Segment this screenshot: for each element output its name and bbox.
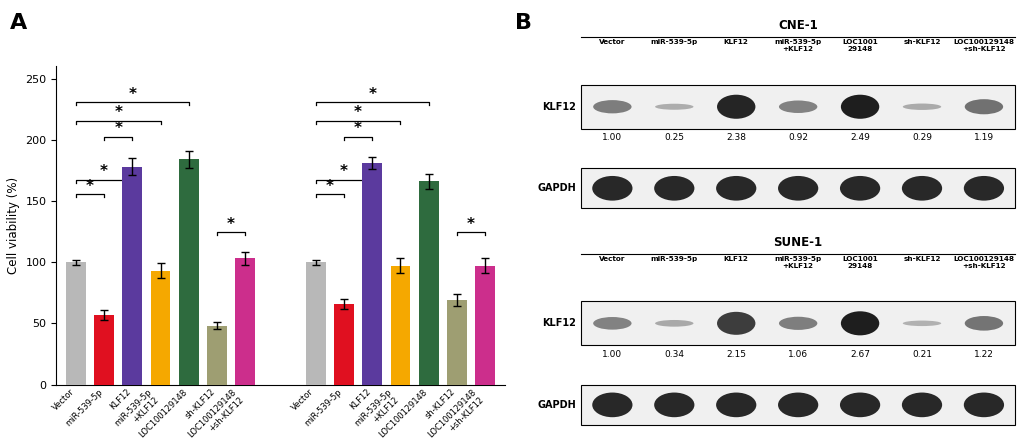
Text: *: * xyxy=(368,87,376,102)
Text: *: * xyxy=(114,105,122,120)
Ellipse shape xyxy=(593,317,631,330)
Bar xyxy=(581,85,1014,129)
Ellipse shape xyxy=(839,176,879,201)
Bar xyxy=(66,262,86,385)
Bar xyxy=(362,163,382,385)
Bar xyxy=(235,259,255,385)
Ellipse shape xyxy=(777,176,817,201)
Text: sh-KLF12: sh-KLF12 xyxy=(903,39,940,45)
Text: 1.00: 1.00 xyxy=(601,350,622,358)
Text: miR-539-5p
+KLF12: miR-539-5p +KLF12 xyxy=(773,255,821,269)
Text: 0.34: 0.34 xyxy=(663,350,684,358)
Bar xyxy=(475,266,494,385)
Text: KLF12: KLF12 xyxy=(542,102,576,112)
Text: *: * xyxy=(227,217,234,232)
Text: 1.00: 1.00 xyxy=(601,133,622,142)
Ellipse shape xyxy=(593,100,631,114)
Ellipse shape xyxy=(779,317,816,330)
Ellipse shape xyxy=(840,311,878,335)
Bar xyxy=(581,385,1014,425)
Text: 2.38: 2.38 xyxy=(726,133,746,142)
Bar xyxy=(151,271,170,385)
Text: KLF12: KLF12 xyxy=(723,39,748,45)
Text: KLF12: KLF12 xyxy=(542,318,576,328)
Text: LOC100129148
+sh-KLF12: LOC100129148 +sh-KLF12 xyxy=(953,39,1014,52)
Ellipse shape xyxy=(839,392,879,417)
Ellipse shape xyxy=(964,316,1002,331)
Text: *: * xyxy=(467,217,475,232)
Text: 2.15: 2.15 xyxy=(726,350,746,358)
Bar xyxy=(178,159,199,385)
Y-axis label: Cell viability (%): Cell viability (%) xyxy=(7,177,19,274)
Ellipse shape xyxy=(716,312,755,335)
Text: *: * xyxy=(326,179,333,194)
Text: *: * xyxy=(339,164,347,179)
Ellipse shape xyxy=(963,176,1003,201)
Ellipse shape xyxy=(592,392,632,417)
Text: miR-539-5p: miR-539-5p xyxy=(650,39,697,45)
Text: LOC1001
29148: LOC1001 29148 xyxy=(842,39,877,52)
Ellipse shape xyxy=(964,99,1002,114)
Ellipse shape xyxy=(902,320,941,326)
Ellipse shape xyxy=(654,320,693,327)
Text: *: * xyxy=(100,164,108,179)
Ellipse shape xyxy=(653,176,694,201)
Bar xyxy=(446,300,467,385)
Text: B: B xyxy=(515,13,532,33)
Ellipse shape xyxy=(902,103,941,110)
Bar xyxy=(581,301,1014,345)
Ellipse shape xyxy=(779,100,816,113)
Text: 1.22: 1.22 xyxy=(973,350,993,358)
Ellipse shape xyxy=(901,392,942,417)
Bar xyxy=(306,262,325,385)
Ellipse shape xyxy=(840,95,878,119)
Ellipse shape xyxy=(715,392,756,417)
Ellipse shape xyxy=(716,95,755,119)
Bar xyxy=(94,315,114,385)
Text: LOC100129148
+sh-KLF12: LOC100129148 +sh-KLF12 xyxy=(953,255,1014,269)
Text: 0.92: 0.92 xyxy=(788,133,807,142)
Text: *: * xyxy=(86,179,94,194)
Text: *: * xyxy=(128,87,137,102)
Text: 1.06: 1.06 xyxy=(788,350,807,358)
Ellipse shape xyxy=(592,176,632,201)
Bar xyxy=(334,304,354,385)
Text: GAPDH: GAPDH xyxy=(537,183,576,193)
Ellipse shape xyxy=(777,392,817,417)
Text: SUNE-1: SUNE-1 xyxy=(772,236,822,249)
Text: 0.21: 0.21 xyxy=(911,350,931,358)
Text: KLF12: KLF12 xyxy=(723,255,748,262)
Text: GAPDH: GAPDH xyxy=(537,400,576,410)
Text: CNE-1: CNE-1 xyxy=(777,19,817,32)
Text: miR-539-5p: miR-539-5p xyxy=(650,255,697,262)
Text: LOC1001
29148: LOC1001 29148 xyxy=(842,255,877,269)
Ellipse shape xyxy=(715,176,756,201)
Text: *: * xyxy=(354,121,362,136)
Bar xyxy=(419,181,438,385)
Text: 1.19: 1.19 xyxy=(973,133,994,142)
Text: A: A xyxy=(10,13,28,33)
Text: *: * xyxy=(114,121,122,136)
Ellipse shape xyxy=(653,392,694,417)
Ellipse shape xyxy=(901,176,942,201)
Text: *: * xyxy=(354,105,362,120)
Text: sh-KLF12: sh-KLF12 xyxy=(903,255,940,262)
Bar xyxy=(207,326,226,385)
Bar xyxy=(581,168,1014,208)
Ellipse shape xyxy=(654,104,693,110)
Text: 2.49: 2.49 xyxy=(849,133,869,142)
Bar xyxy=(122,167,142,385)
Text: Vector: Vector xyxy=(598,39,625,45)
Text: Vector: Vector xyxy=(598,255,625,262)
Text: 0.25: 0.25 xyxy=(663,133,684,142)
Text: miR-539-5p
+KLF12: miR-539-5p +KLF12 xyxy=(773,39,821,52)
Bar xyxy=(390,266,410,385)
Text: 2.67: 2.67 xyxy=(849,350,869,358)
Text: 0.29: 0.29 xyxy=(911,133,931,142)
Ellipse shape xyxy=(963,392,1003,417)
